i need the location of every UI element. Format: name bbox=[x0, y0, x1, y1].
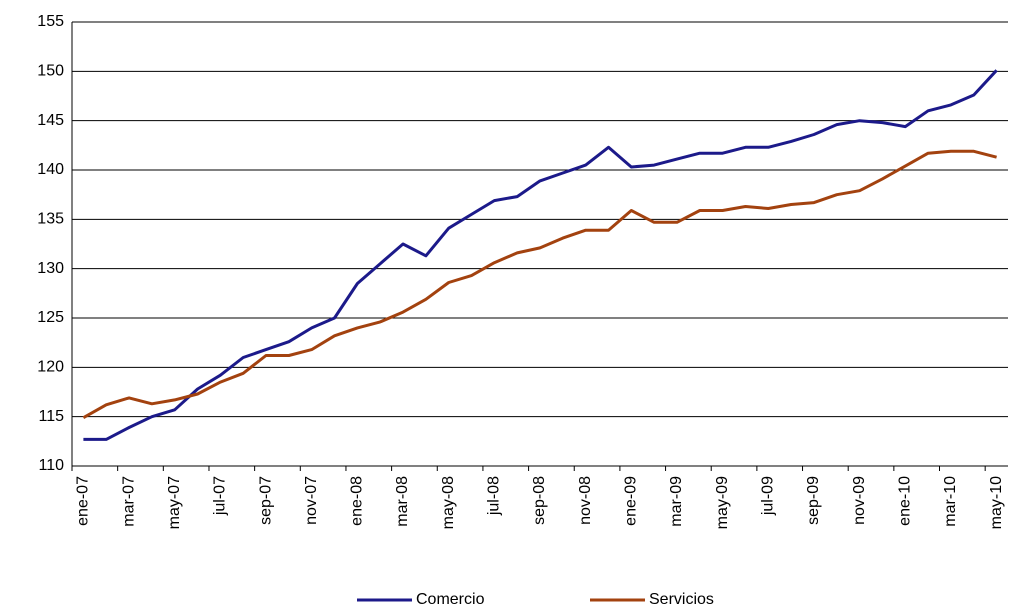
x-tick-label: jul-08 bbox=[486, 476, 503, 516]
y-tick-label: 125 bbox=[37, 309, 64, 326]
x-tick-label: may-09 bbox=[714, 476, 731, 529]
x-tick-label: mar-07 bbox=[120, 476, 137, 527]
x-tick-label: sep-09 bbox=[805, 476, 822, 525]
x-tick-label: sep-07 bbox=[257, 476, 274, 525]
x-tick-label: mar-08 bbox=[394, 476, 411, 527]
x-tick-label: sep-08 bbox=[531, 476, 548, 525]
y-tick-label: 130 bbox=[37, 260, 64, 277]
legend-label: Comercio bbox=[416, 591, 485, 608]
x-tick-label: mar-10 bbox=[942, 476, 959, 527]
x-tick-label: may-07 bbox=[166, 476, 183, 529]
y-tick-label: 110 bbox=[38, 457, 64, 474]
x-tick-label: nov-07 bbox=[303, 476, 320, 525]
y-tick-label: 135 bbox=[37, 211, 64, 228]
x-tick-label: nov-09 bbox=[851, 476, 868, 525]
x-tick-label: jul-07 bbox=[212, 476, 229, 516]
legend-label: Servicios bbox=[649, 591, 714, 608]
y-tick-label: 140 bbox=[37, 161, 64, 178]
x-tick-label: mar-09 bbox=[668, 476, 685, 527]
x-tick-label: nov-08 bbox=[577, 476, 594, 525]
x-tick-label: may-08 bbox=[440, 476, 457, 529]
y-tick-label: 120 bbox=[37, 359, 64, 376]
x-tick-label: ene-09 bbox=[623, 476, 640, 526]
series-line bbox=[83, 69, 998, 441]
y-tick-label: 115 bbox=[38, 408, 64, 425]
y-tick-label: 155 bbox=[37, 13, 64, 30]
y-tick-label: 145 bbox=[37, 112, 64, 129]
x-tick-label: ene-10 bbox=[896, 476, 913, 526]
series-line bbox=[82, 149, 997, 420]
x-tick-label: jul-09 bbox=[760, 476, 777, 516]
x-tick-label: ene-08 bbox=[349, 476, 366, 526]
x-tick-label: ene-07 bbox=[75, 476, 92, 526]
x-tick-label: may-10 bbox=[988, 476, 1005, 529]
y-tick-label: 150 bbox=[37, 63, 64, 80]
